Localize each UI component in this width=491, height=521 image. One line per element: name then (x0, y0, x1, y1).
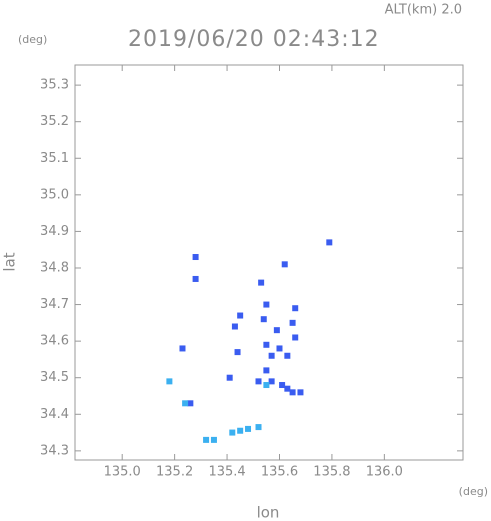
x-label: lon (257, 504, 280, 521)
echo-point (255, 424, 262, 431)
echo-point (263, 341, 270, 348)
echo-point (203, 436, 210, 443)
echo-point (284, 352, 291, 359)
echo-point (258, 279, 265, 286)
x-tick-label: 135.2 (156, 465, 193, 480)
echo-point (166, 378, 173, 385)
echo-point (297, 389, 304, 396)
echo-point (289, 389, 296, 396)
echo-point (226, 374, 233, 381)
echo-point (281, 261, 288, 268)
echo-point (263, 367, 270, 374)
y-tick-label: 35.1 (40, 151, 69, 166)
y-tick-label: 34.7 (40, 297, 69, 312)
echo-point (187, 400, 194, 407)
echo-point (260, 316, 267, 323)
echo-point (279, 382, 286, 389)
y-tick-label: 35.2 (40, 114, 69, 129)
y-tick-label: 35.3 (40, 78, 69, 93)
echo-point (234, 349, 241, 356)
plot-frame (74, 64, 464, 461)
echo-point (284, 385, 291, 392)
echo-point (237, 427, 244, 434)
echo-point (229, 429, 236, 436)
y-tick-label: 34.9 (40, 224, 69, 239)
y-tick-label: 35.0 (40, 187, 69, 202)
x-tick-label: 135.0 (104, 465, 141, 480)
echo-point (237, 312, 244, 319)
echo-point (255, 378, 262, 385)
x-tick-label: 136.0 (366, 465, 403, 480)
echo-point (182, 400, 189, 407)
echo-point (179, 345, 186, 352)
chart-title: 2019/06/20 02:43:12 (128, 27, 380, 52)
y-tick-label: 34.3 (40, 443, 69, 458)
y-tick-label: 34.5 (40, 370, 69, 385)
echo-point (292, 334, 299, 341)
echo-point (231, 323, 238, 330)
echo-point (263, 382, 270, 389)
x-tick-label: 135.8 (313, 465, 350, 480)
y-label: lat (1, 252, 19, 271)
echo-point (289, 319, 296, 326)
echo-point (210, 436, 217, 443)
echo-point (263, 301, 270, 308)
echo-point (326, 239, 333, 246)
echo-point (273, 327, 280, 334)
subtitle: ALT(km) 2.0 (385, 3, 462, 18)
x-tick-label: 135.6 (261, 465, 298, 480)
x-unit: (deg) (459, 485, 488, 498)
y-unit: (deg) (18, 33, 47, 46)
echo-point (276, 345, 283, 352)
echo-point (268, 352, 275, 359)
echo-point (192, 254, 199, 261)
echo-point (192, 275, 199, 282)
echo-point (245, 425, 252, 432)
y-tick-label: 34.8 (40, 260, 69, 275)
x-tick-label: 135.4 (208, 465, 245, 480)
y-tick-label: 34.6 (40, 334, 69, 349)
y-tick-label: 34.4 (40, 407, 69, 422)
echo-point (292, 305, 299, 312)
echo-point (268, 378, 275, 385)
